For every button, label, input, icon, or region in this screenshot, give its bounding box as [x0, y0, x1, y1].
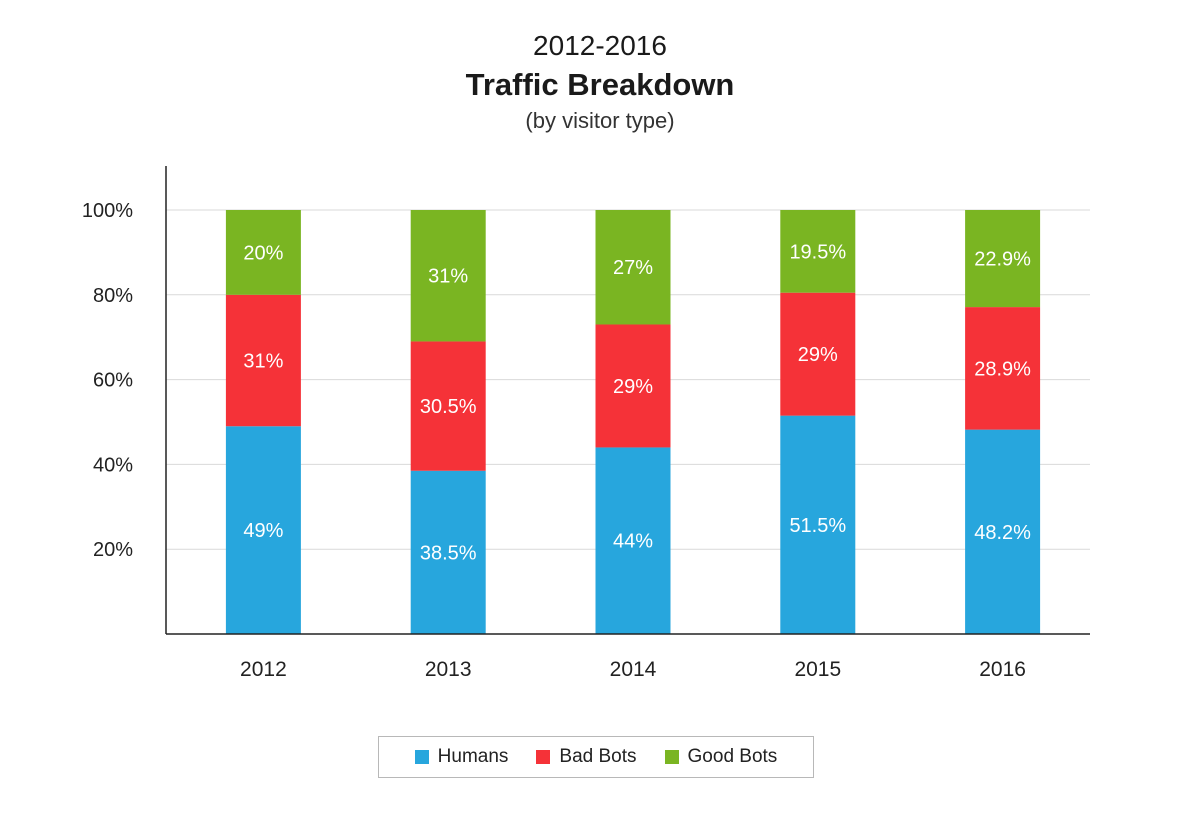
bar-humans-2015	[780, 415, 856, 634]
x-tick-label: 2014	[610, 658, 657, 681]
data-label: 51.5%	[789, 515, 846, 537]
data-label: 30.5%	[420, 396, 477, 418]
bar-humans-2012	[225, 426, 301, 634]
data-label: 19.5%	[789, 241, 846, 263]
data-label: 29%	[613, 376, 653, 398]
bar-bad-bots-2016	[965, 307, 1041, 430]
y-tick-label: 40%	[93, 454, 133, 476]
legend-swatch-humans	[414, 750, 429, 764]
bar-humans-2013	[410, 470, 486, 634]
data-label: 20%	[243, 242, 283, 264]
data-label: 38.5%	[420, 542, 477, 564]
data-label: 28.9%	[974, 358, 1031, 380]
y-tick-label: 100%	[82, 200, 133, 222]
data-label: 48.2%	[974, 522, 1031, 544]
x-tick-label: 2016	[979, 658, 1026, 681]
bar-bad-bots-2015	[780, 292, 856, 416]
bar-bad-bots-2014	[595, 324, 671, 448]
chart-title: 2012-2016	[533, 30, 667, 61]
data-label: 49%	[243, 520, 283, 542]
legend-swatch-good-bots	[664, 750, 679, 764]
data-label: 44%	[613, 531, 653, 553]
data-label: 29%	[798, 344, 838, 366]
chart-subtitle: Traffic Breakdown	[465, 67, 735, 102]
legend-label-bad-bots: Bad Bots	[559, 746, 637, 767]
y-tick-label: 80%	[93, 285, 133, 307]
legend-swatch-bad-bots	[536, 750, 551, 764]
y-tick-label: 20%	[93, 539, 133, 561]
legend-label-good-bots: Good Bots	[687, 746, 778, 767]
legend-item-humans: Humans	[414, 746, 509, 768]
data-label: 27%	[613, 257, 653, 279]
bar-humans-2014	[595, 447, 671, 634]
legend-item-bad-bots: Bad Bots	[536, 746, 637, 768]
x-tick-label: 2013	[425, 658, 472, 681]
legend-item-good-bots: Good Bots	[664, 746, 778, 768]
x-tick-label: 2012	[240, 658, 287, 681]
data-label: 31%	[428, 266, 468, 288]
bar-good-bots-2014	[595, 210, 671, 325]
bar-humans-2016	[965, 429, 1041, 634]
data-label: 22.9%	[974, 249, 1031, 271]
bar-good-bots-2013	[410, 210, 486, 342]
legend-label-humans: Humans	[437, 746, 509, 767]
bar-bad-bots-2013	[410, 341, 486, 471]
y-tick-label: 60%	[93, 370, 133, 392]
bar-good-bots-2016	[965, 210, 1041, 308]
bar-bad-bots-2012	[225, 294, 301, 427]
bar-good-bots-2012	[225, 210, 301, 295]
x-tick-label: 2015	[794, 658, 841, 681]
data-label: 31%	[243, 351, 283, 373]
legend: Humans Bad Bots Good Bots	[378, 736, 814, 778]
chart-note: (by visitor type)	[525, 108, 675, 133]
bar-good-bots-2015	[780, 210, 856, 293]
